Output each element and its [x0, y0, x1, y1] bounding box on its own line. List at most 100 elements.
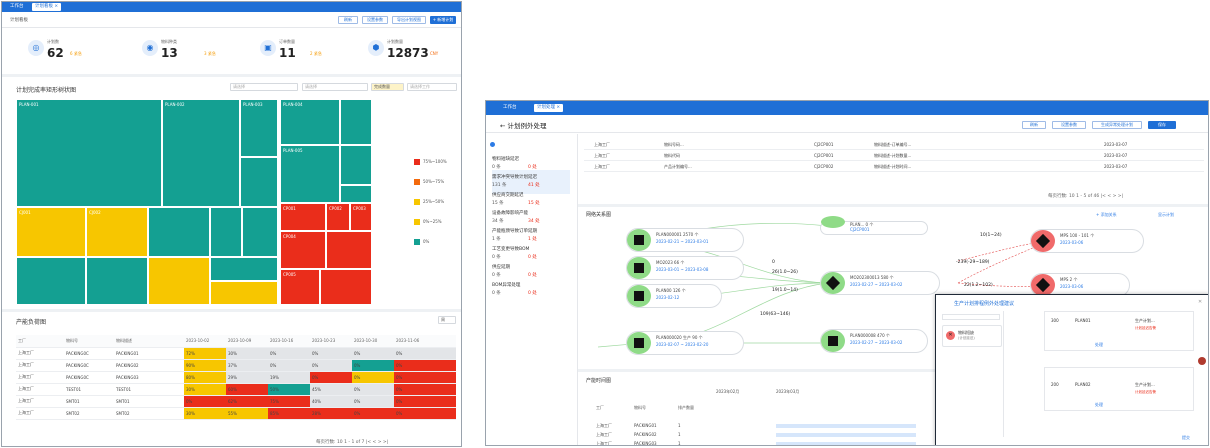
network-node[interactable]: MPS 100 - 101 个 2023-03-06 [1030, 229, 1144, 253]
treemap-cell[interactable] [340, 99, 372, 145]
filter-select-4[interactable]: 请选择工作 [407, 83, 457, 91]
treemap-cell[interactable] [320, 269, 372, 305]
treemap-cell[interactable]: CJ001 [16, 207, 86, 257]
column-header[interactable]: 2023-11-06 [394, 335, 456, 348]
page-title[interactable]: ← 计划例外处理 [500, 122, 547, 130]
legend-label: 25%~50% [423, 199, 445, 204]
exception-list-item[interactable]: 供应商交期延迟 15 条 15 处 [492, 188, 570, 212]
treemap-cell[interactable] [148, 257, 210, 305]
table-row[interactable]: 上海工厂 SMT02 SMT02 30% 55% 85% 28% 0% 0% [16, 407, 456, 420]
exception-list-item[interactable]: 供应延期 0 条 0 处 [492, 260, 570, 284]
treemap-cell[interactable] [240, 157, 278, 207]
treemap-cell[interactable]: CP001 [280, 203, 326, 231]
column-header[interactable]: 2023-10-02 [184, 335, 226, 348]
legend-swatch [414, 239, 420, 245]
column-header[interactable]: 2023-10-23 [310, 335, 352, 348]
column-header[interactable]: 2023-10-16 [268, 335, 310, 348]
tab-workbench[interactable]: 工作台 [10, 4, 24, 9]
network-node[interactable]: MO202300013 580 个 2023-02-27 ~ 2023-03-02 [820, 271, 940, 295]
collapse-icon[interactable] [1198, 357, 1206, 365]
show-plan-link[interactable]: 显示计划 [1158, 212, 1174, 217]
top-table-pagination[interactable]: 每页行数: 10 1 - 5 of 46 |< < > >| [1048, 194, 1124, 199]
filter-select-1[interactable]: 请选择 [230, 83, 298, 91]
treemap-cell[interactable] [148, 207, 210, 257]
column-header[interactable]: 2023-10-09 [226, 335, 268, 348]
column-header[interactable]: 物料号 [64, 335, 114, 348]
node-title: PLAN00 126 个 [656, 288, 686, 293]
treemap-cell[interactable] [86, 257, 148, 305]
tab-plan-board[interactable]: 计划看板 × [32, 3, 62, 11]
column-header[interactable]: 2023-10-30 [352, 335, 394, 348]
network-node[interactable]: MO2023 66 个 2023-03-01 ~ 2023-03-08 [626, 256, 744, 280]
tab-exception[interactable]: 计划处理 × [534, 104, 564, 112]
exception-list-item[interactable]: BOM异常处理 0 条 0 处 [492, 278, 570, 302]
table-row[interactable]: 上海工厂 PACKING0C PACKING01 72% 30% 0% 0% 0% 0% [16, 347, 456, 360]
block-col: 200 [1051, 382, 1059, 387]
refresh-button[interactable]: 刷新 [1022, 121, 1046, 129]
network-node[interactable]: PLAN... 0 个 CJ2CP001 [820, 216, 928, 235]
table-row[interactable]: 上海工厂 TEST01 TEST01 30% 60% 50% 45% 0% 0% [16, 383, 456, 396]
exception-list-item[interactable]: 产能瓶颈导致订单延期 1 条 1 处 [492, 224, 570, 248]
table-row[interactable]: 上海工厂 物料号码... CJ2CP001 物料描述-订单编号... 2023-03-0… [584, 140, 1204, 150]
gantt-bar[interactable] [776, 433, 916, 437]
treemap-cell[interactable] [340, 145, 372, 185]
add-relation-link[interactable]: + 添加关系 [1096, 212, 1117, 217]
tab-workbench[interactable]: 工作台 [503, 105, 517, 110]
treemap-cell[interactable]: PLAN-003 [240, 99, 278, 157]
treemap-cell[interactable]: CP002 [326, 203, 350, 231]
network-node[interactable]: PLAN000001 2570 个 2023-02-21 ~ 2023-03-01 [626, 228, 744, 252]
list-item-count: 15 条 [492, 201, 504, 206]
period-select[interactable]: 周 [438, 316, 456, 324]
block-action-link[interactable]: 处理 [1095, 402, 1103, 407]
treemap-cell[interactable] [242, 207, 278, 257]
refresh-button[interactable]: 刷新 [338, 16, 358, 24]
treemap-cell[interactable]: CP004 [280, 231, 326, 269]
add-plan-button[interactable]: + 新增计划 [430, 16, 456, 24]
network-node[interactable]: PLAN000008 470 个 2023-02-27 ~ 2023-03-02 [820, 329, 928, 353]
generate-button[interactable]: 生成异常处理计划 [1092, 121, 1142, 129]
treemap-cell[interactable]: CJ002 [86, 207, 148, 257]
block-action-link[interactable]: 处理 [1095, 342, 1103, 347]
exception-list-item[interactable]: 设备故障影响产能 34 条 34 处 [492, 206, 570, 230]
filter-select-2[interactable]: 请选择 [302, 83, 368, 91]
save-button[interactable]: 保存 [1148, 121, 1176, 129]
dialog-submit-link[interactable]: 提交 [1182, 435, 1190, 440]
list-item-count: 0 条 [492, 165, 501, 170]
table-row[interactable]: 上海工厂 物料代码 CJ2CP001 物料描述-计划数量... 2023-03-07 [584, 151, 1204, 161]
treemap-cell[interactable]: PLAN-001 [16, 99, 162, 207]
settings-button[interactable]: 设置参数 [1052, 121, 1086, 129]
exception-list-item[interactable]: 工艺变更导致BOM 0 条 0 处 [492, 242, 570, 266]
treemap-cell[interactable] [210, 257, 278, 281]
treemap-cell[interactable] [340, 185, 372, 203]
export-button[interactable]: 导出计划视图 [392, 16, 426, 24]
table-row[interactable]: 上海工厂 产品计划编号... CJ2CP002 物料描述-计划时间... 2023-03… [584, 162, 1204, 172]
treemap-cell[interactable] [16, 257, 86, 305]
column-header[interactable]: 物料描述 [114, 335, 184, 348]
gantt-bar[interactable] [776, 424, 916, 428]
table-row[interactable]: 上海工厂 SMT01 SMT01 0% 62% 75% 40% 0% 0% [16, 395, 456, 408]
treemap-cell[interactable] [210, 207, 242, 257]
network-node[interactable]: PLAN000020 生产 90 个 2023-02-07 ~ 2023-02-2… [626, 331, 744, 355]
table-cell: 50% [268, 383, 310, 396]
filter-select-3[interactable]: 完成数量 [371, 83, 404, 91]
treemap-cell[interactable]: CP005 [280, 269, 320, 305]
network-node[interactable]: PLAN00 126 个 2023-02-12 [626, 284, 722, 308]
treemap-cell[interactable]: PLAN-004 [280, 99, 340, 145]
gantt-bar[interactable] [776, 442, 916, 445]
table-row[interactable]: 上海工厂 PACKING0C PACKING03 80% 29% 19% 0% 0% 0% [16, 371, 456, 384]
treemap-cell[interactable]: PLAN-002 [162, 99, 240, 207]
exception-list-item[interactable]: 物料短缺延迟 0 条 0 处 [492, 152, 570, 176]
dialog-search-input[interactable] [942, 314, 1000, 320]
column-header[interactable]: 工厂 [16, 335, 64, 348]
treemap-cell[interactable] [326, 231, 372, 269]
treemap-cell[interactable] [210, 281, 278, 305]
table-pagination[interactable]: 每页行数: 10 1 - 1 of 7 |< < > >| [316, 440, 389, 445]
treemap-cell[interactable]: PLAN-005 [280, 145, 340, 203]
dialog-list-item[interactable]: ✕ 物料短缺 (计划延迟) [942, 325, 1002, 347]
treemap-cell[interactable]: CP003 [350, 203, 372, 231]
eye-icon[interactable] [490, 142, 495, 147]
table-row[interactable]: 上海工厂 PACKING0C PACKING02 90% 37% 0% 0% 0% 0% [16, 359, 456, 372]
exception-list-item[interactable]: 需求冲突导致计划延迟 131 条 41 处 [492, 170, 570, 194]
settings-button[interactable]: 设置参数 [362, 16, 388, 24]
close-icon[interactable]: ✕ [1198, 299, 1203, 305]
